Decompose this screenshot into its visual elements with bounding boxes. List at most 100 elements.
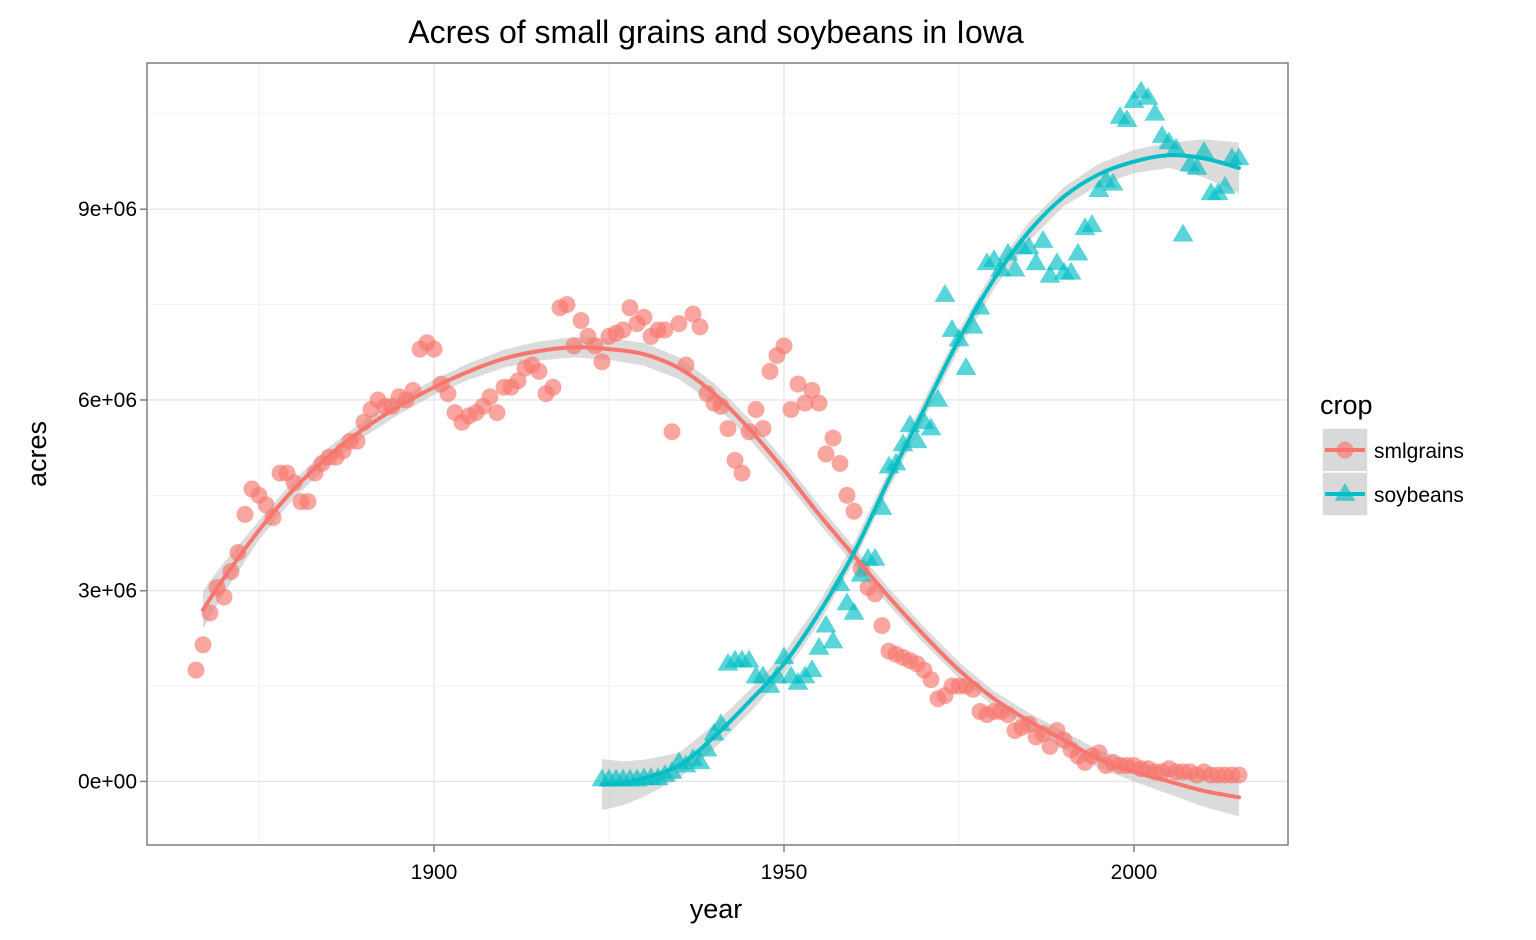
point-soybeans bbox=[738, 649, 760, 668]
point-smlgrains bbox=[425, 340, 443, 358]
point-smlgrains bbox=[509, 372, 527, 390]
legend-circle-icon bbox=[1336, 441, 1354, 459]
point-soybeans bbox=[955, 357, 977, 375]
point-soybeans bbox=[1165, 137, 1187, 156]
point-soybeans bbox=[1102, 172, 1124, 191]
x-tick-label: 1900 bbox=[411, 861, 458, 884]
point-smlgrains bbox=[236, 505, 254, 523]
point-smlgrains bbox=[670, 315, 688, 333]
point-soybeans bbox=[1032, 230, 1054, 248]
point-smlgrains bbox=[544, 378, 562, 396]
legend-label-smlgrains: smlgrains bbox=[1374, 440, 1464, 463]
point-smlgrains bbox=[229, 544, 247, 562]
point-soybeans bbox=[1088, 179, 1110, 197]
point-smlgrains bbox=[1230, 766, 1248, 784]
point-smlgrains bbox=[810, 394, 828, 412]
chart-title: Acres of small grains and soybeans in Io… bbox=[408, 14, 1024, 50]
point-smlgrains bbox=[530, 362, 548, 380]
point-soybeans bbox=[1228, 147, 1250, 166]
point-smlgrains bbox=[572, 311, 590, 329]
point-soybeans bbox=[843, 601, 865, 620]
point-smlgrains bbox=[558, 296, 576, 314]
point-smlgrains bbox=[635, 308, 653, 326]
point-soybeans bbox=[997, 242, 1019, 261]
point-soybeans bbox=[696, 738, 718, 757]
point-soybeans bbox=[1186, 156, 1208, 175]
legend-triangle-icon bbox=[1334, 483, 1356, 501]
point-smlgrains bbox=[775, 337, 793, 355]
point-soybeans bbox=[1116, 109, 1138, 128]
smooth-lines bbox=[201, 153, 1241, 800]
point-soybeans bbox=[1025, 252, 1047, 271]
point-soybeans bbox=[1144, 102, 1166, 121]
point-soybeans bbox=[906, 430, 928, 449]
point-soybeans bbox=[927, 388, 949, 407]
point-soybeans bbox=[850, 563, 872, 582]
point-soybeans bbox=[934, 284, 956, 302]
point-soybeans bbox=[1018, 236, 1040, 255]
point-smlgrains bbox=[215, 588, 233, 606]
point-smlgrains bbox=[439, 385, 457, 403]
y-axis: 0e+00 3e+06 6e+06 9e+06 bbox=[78, 198, 147, 793]
legend-entry-soybeans: soybeans bbox=[1321, 471, 1464, 517]
legend-entries: smlgrains soybeans bbox=[1321, 427, 1464, 517]
point-smlgrains bbox=[796, 394, 814, 412]
point-soybeans bbox=[1214, 175, 1236, 194]
point-smlgrains bbox=[656, 321, 674, 339]
point-smlgrains bbox=[621, 299, 639, 317]
point-smlgrains bbox=[733, 464, 751, 482]
smooth-line-smlgrains bbox=[201, 345, 1241, 800]
point-smlgrains bbox=[187, 661, 205, 679]
legend-entry-smlgrains: smlgrains bbox=[1321, 427, 1464, 473]
point-smlgrains bbox=[684, 305, 702, 323]
x-axis: 1900 1950 2000 bbox=[411, 845, 1158, 884]
point-smlgrains bbox=[782, 400, 800, 418]
point-soybeans bbox=[871, 497, 893, 515]
y-tick-label: 0e+00 bbox=[78, 770, 137, 793]
point-soybeans bbox=[864, 547, 886, 566]
point-soybeans bbox=[1172, 223, 1194, 242]
point-smlgrains bbox=[1041, 737, 1059, 755]
point-smlgrains bbox=[824, 429, 842, 447]
point-smlgrains bbox=[866, 585, 884, 603]
x-tick-label: 2000 bbox=[1111, 861, 1158, 884]
point-soybeans bbox=[1137, 86, 1159, 105]
plot-border bbox=[146, 62, 1289, 846]
point-smlgrains bbox=[761, 362, 779, 380]
point-smlgrains bbox=[691, 318, 709, 336]
y-tick-label: 6e+06 bbox=[78, 389, 137, 412]
point-smlgrains bbox=[845, 502, 863, 520]
point-soybeans bbox=[1067, 242, 1089, 261]
point-smlgrains bbox=[481, 388, 499, 406]
point-soybeans bbox=[801, 659, 823, 677]
y-tick-label: 3e+06 bbox=[78, 580, 137, 603]
point-smlgrains bbox=[873, 617, 891, 635]
plot-area bbox=[146, 62, 1289, 846]
smooth-line-soybeans bbox=[600, 153, 1241, 787]
legend-title: crop bbox=[1320, 390, 1373, 420]
point-smlgrains bbox=[593, 353, 611, 371]
point-soybeans bbox=[703, 722, 725, 741]
point-smlgrains bbox=[817, 445, 835, 463]
point-smlgrains bbox=[264, 509, 282, 527]
point-smlgrains bbox=[488, 404, 506, 422]
point-smlgrains bbox=[831, 455, 849, 473]
point-smlgrains bbox=[194, 636, 212, 654]
y-tick-label: 9e+06 bbox=[78, 198, 137, 221]
data-points bbox=[187, 80, 1250, 787]
point-soybeans bbox=[808, 636, 830, 655]
point-smlgrains bbox=[663, 423, 681, 441]
point-soybeans bbox=[920, 417, 942, 436]
point-smlgrains bbox=[922, 671, 940, 689]
point-soybeans bbox=[962, 315, 984, 334]
point-smlgrains bbox=[789, 375, 807, 393]
point-smlgrains bbox=[747, 400, 765, 418]
point-soybeans bbox=[1060, 261, 1082, 280]
grid-major bbox=[147, 63, 1288, 845]
y-axis-title: acres bbox=[22, 421, 52, 487]
point-soybeans bbox=[822, 630, 844, 649]
point-soybeans bbox=[1081, 214, 1103, 232]
x-tick-label: 1950 bbox=[761, 861, 808, 884]
point-smlgrains bbox=[726, 451, 744, 469]
